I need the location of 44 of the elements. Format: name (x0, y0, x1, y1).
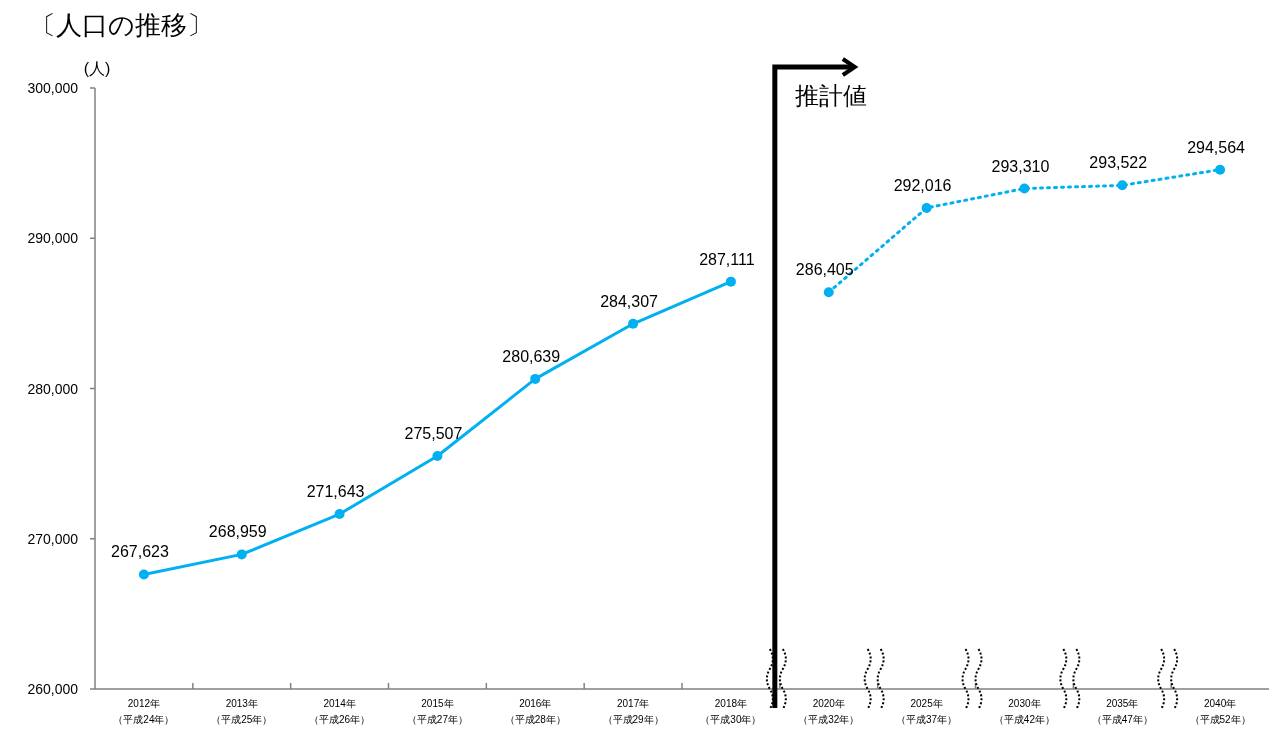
point (628, 318, 639, 329)
data-label: 293,522 (1089, 154, 1148, 172)
x-tick-label: 2012年（平成24年） (113, 698, 175, 725)
data-label: 268,959 (208, 523, 267, 541)
y-axis-title: (人) (83, 60, 111, 77)
y-tick-label: 270,000 (27, 530, 79, 547)
x-tick-label: 2030年（平成42年） (993, 698, 1055, 725)
point (334, 509, 345, 520)
point (138, 569, 149, 580)
data-label: 286,405 (795, 261, 854, 279)
x-tick-label: 2016年（平成28年） (504, 698, 566, 725)
x-tick-label: 2013年（平成25年） (211, 698, 273, 725)
x-tick-label: 2035年（平成47年） (1091, 698, 1153, 725)
y-tick-label: 260,000 (27, 681, 79, 697)
y-tick-label: 290,000 (27, 230, 79, 247)
data-label: 287,111 (699, 250, 755, 268)
x-tick-label: 2040年（平成52年） (1189, 698, 1251, 725)
point (921, 202, 932, 213)
data-label: 284,307 (600, 292, 659, 310)
data-label: 292,016 (893, 176, 952, 194)
point (1215, 164, 1226, 175)
x-tick-label: 2014年（平成26年） (309, 698, 371, 725)
x-tick-label: 2020年（平成32年） (798, 698, 860, 725)
data-label: 280,639 (502, 347, 561, 365)
data-label: 275,507 (404, 425, 463, 443)
data-label: 293,310 (991, 157, 1050, 175)
x-tick-label: 2018年（平成30年） (700, 698, 762, 725)
point (823, 287, 834, 298)
data-label: 267,623 (110, 543, 169, 561)
x-tick-label: 2025年（平成37年） (896, 698, 958, 725)
point (530, 373, 541, 384)
x-tick-label: 2017年（平成29年） (602, 698, 664, 725)
data-label: 271,643 (306, 483, 365, 501)
y-tick-label: 300,000 (27, 80, 79, 96)
point (1019, 183, 1030, 194)
x-tick-label: 2015年（平成27年） (406, 698, 468, 725)
chart-title: 〔人口の推移〕 (30, 10, 213, 40)
point (432, 451, 443, 462)
annotation: 推計値 (794, 82, 867, 109)
point (725, 276, 736, 287)
data-label: 294,564 (1187, 138, 1246, 156)
point (1117, 180, 1128, 191)
point (236, 549, 247, 560)
y-tick-label: 280,000 (27, 380, 79, 397)
